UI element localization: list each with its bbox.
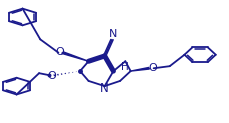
- Text: O: O: [55, 47, 64, 57]
- Text: O: O: [147, 63, 156, 73]
- Polygon shape: [130, 68, 149, 71]
- Text: H: H: [120, 62, 128, 72]
- Text: N: N: [100, 82, 109, 95]
- Text: O: O: [47, 70, 55, 81]
- Polygon shape: [61, 52, 88, 61]
- Text: N: N: [108, 29, 116, 39]
